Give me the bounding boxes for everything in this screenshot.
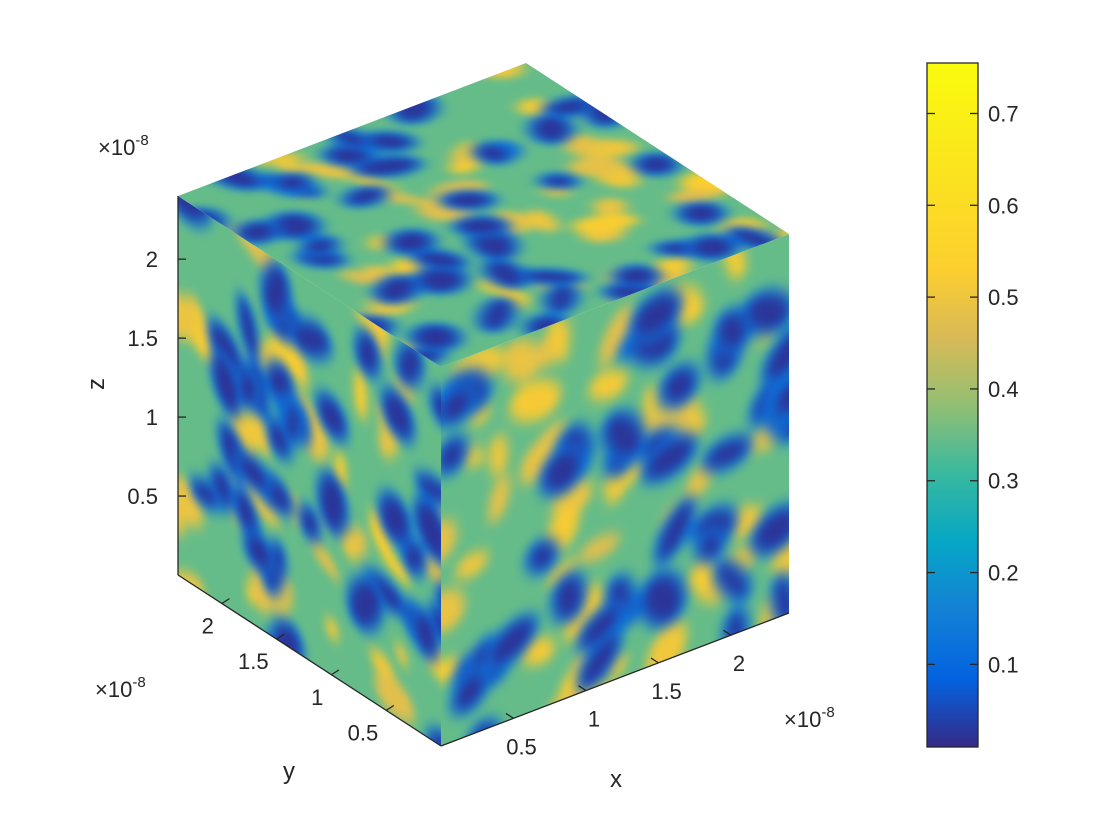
- colorbar-tick-label: 0.6: [988, 193, 1019, 218]
- y-tick-label: 1.5: [238, 649, 269, 674]
- z-axis-label: z: [83, 378, 110, 390]
- cube-face-right: [441, 234, 789, 746]
- cube: [178, 63, 789, 746]
- y-tick-label: 1: [311, 685, 323, 710]
- x-tick-label: 2: [733, 651, 745, 676]
- colorbar-tick-label: 0.5: [988, 285, 1019, 310]
- colorbar-ticks: 0.1 0.2 0.3 0.4 0.5 0.6 0.7: [927, 101, 1019, 677]
- y-tick-mark: [331, 669, 340, 676]
- colorbar-gradient: [926, 62, 979, 748]
- x-tick-mark: [723, 629, 732, 636]
- face-pattern: [441, 234, 789, 746]
- colorbar-tick-label: 0.7: [988, 101, 1019, 126]
- y-exponent-label: ×10-8: [95, 674, 146, 702]
- x-tick-label: 1: [588, 707, 600, 732]
- x-axis-label: x: [610, 766, 622, 793]
- z-axis-ticks: 0.5 1 1.5 2: [127, 247, 186, 509]
- y-axis-ticks: 0.5 1 1.5 2: [202, 598, 395, 745]
- x-exponent-label: ×10-8: [784, 704, 835, 732]
- x-tick-mark: [650, 657, 659, 664]
- z-tick-label: 2: [146, 247, 158, 272]
- colorbar-tick-label: 0.3: [988, 469, 1019, 494]
- colorbar-tick-label: 0.4: [988, 377, 1019, 402]
- colorbar: 0.1 0.2 0.3 0.4 0.5 0.6 0.7: [926, 62, 1019, 748]
- z-tick-label: 1: [146, 405, 158, 430]
- y-axis-label: y: [283, 758, 295, 785]
- z-tick-label: 0.5: [127, 484, 158, 509]
- colorbar-tick-label: 0.2: [988, 561, 1019, 586]
- x-tick-mark: [505, 712, 514, 719]
- y-tick-mark: [276, 633, 285, 640]
- y-tick-label: 2: [202, 614, 214, 639]
- colorbar-tick-label: 0.1: [988, 652, 1019, 677]
- y-tick-mark: [221, 598, 230, 605]
- x-axis-ticks: 0.5 1 1.5 2: [505, 629, 745, 759]
- x-tick-mark: [578, 685, 587, 692]
- y-tick-label: 0.5: [348, 720, 379, 745]
- x-tick-label: 1.5: [651, 679, 682, 704]
- z-tick-label: 1.5: [127, 326, 158, 351]
- x-tick-label: 0.5: [506, 734, 537, 759]
- z-exponent-label: ×10-8: [98, 132, 149, 160]
- y-tick-mark: [385, 704, 395, 711]
